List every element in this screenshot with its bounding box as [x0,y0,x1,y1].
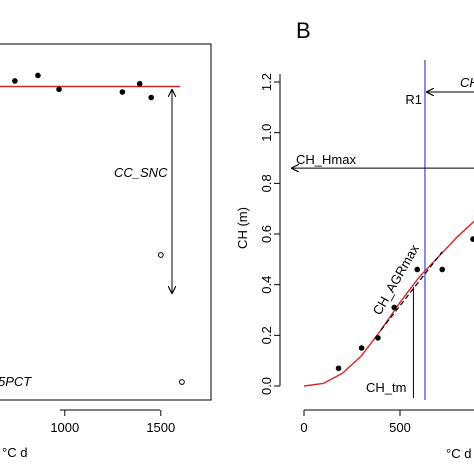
panel-a-data-point [136,80,143,87]
panel-b-x-tick-label: 500 [389,420,411,435]
panel-b-y-tick-label: 0.6 [259,225,274,243]
panel-b-letter: B [296,18,311,43]
ch-tm-label: CH_tm [366,380,406,395]
panel-b-y-ticks: 0.0 0.2 0.4 0.6 0.8 1.0 1.2 [259,73,280,395]
panel-b-y-tick-label: 0.8 [259,174,274,192]
panel-b-data-point [414,266,421,273]
panel-a-data-point [56,86,62,93]
panel-a-data-point [12,78,18,84]
panel-a-data-point [148,94,154,101]
cc-snc-label: CC_SNC [114,165,168,180]
ch-agrmax-tangent [380,251,443,331]
panel-b-fit-curve [303,220,474,387]
5pct-label: 5PCT [0,374,32,389]
panel-b-x-tick-label: 0 [300,420,307,435]
panel-a: 1000 1500 °C d CC_SNC 5PCT [0,43,212,460]
panel-a-open-point [179,379,185,385]
panel-a-points [12,72,185,385]
panel-b-y-tick-label: 0.0 [259,377,274,395]
panel-b-y-tick-label: 1.0 [259,124,274,142]
panel-b-data-point [470,236,474,242]
panel-a-x-tick-label: 1500 [146,420,175,435]
panel-b-data-point [358,345,365,351]
panel-b-data-point [391,304,398,311]
panel-a-x-axis-label: °C d [2,445,27,460]
panel-b-points [335,236,474,372]
panel-b-y-tick-label: 0.4 [259,276,274,294]
panel-a-data-point [119,89,126,95]
panel-b-y-axis-label: CH (m) [235,207,250,249]
panel-b-data-point [335,365,342,372]
ch-hmax-label: CH_Hmax [296,152,356,167]
panel-b-x-ticks: 0 500 [300,410,411,435]
panel-a-data-point [35,72,41,79]
r1-label: R1 [405,92,422,107]
panel-b-data-point [439,266,446,273]
panel-a-x-ticks: 1000 1500 [50,410,175,435]
ch-top-label: CH [460,75,474,90]
panel-b: B 0.0 0.2 0.4 0.6 0.8 1.0 1.2 0 500 CH (m) °C d… [235,18,474,461]
panel-a-x-tick-label: 1000 [50,420,79,435]
panel-b-y-tick-label: 1.2 [259,73,274,91]
panel-b-y-tick-label: 0.2 [259,326,274,344]
panel-a-open-point [157,252,164,258]
panel-b-x-axis-label: °C d [446,446,471,461]
panel-a-plot-area [0,43,212,401]
panel-b-data-point [375,335,381,341]
